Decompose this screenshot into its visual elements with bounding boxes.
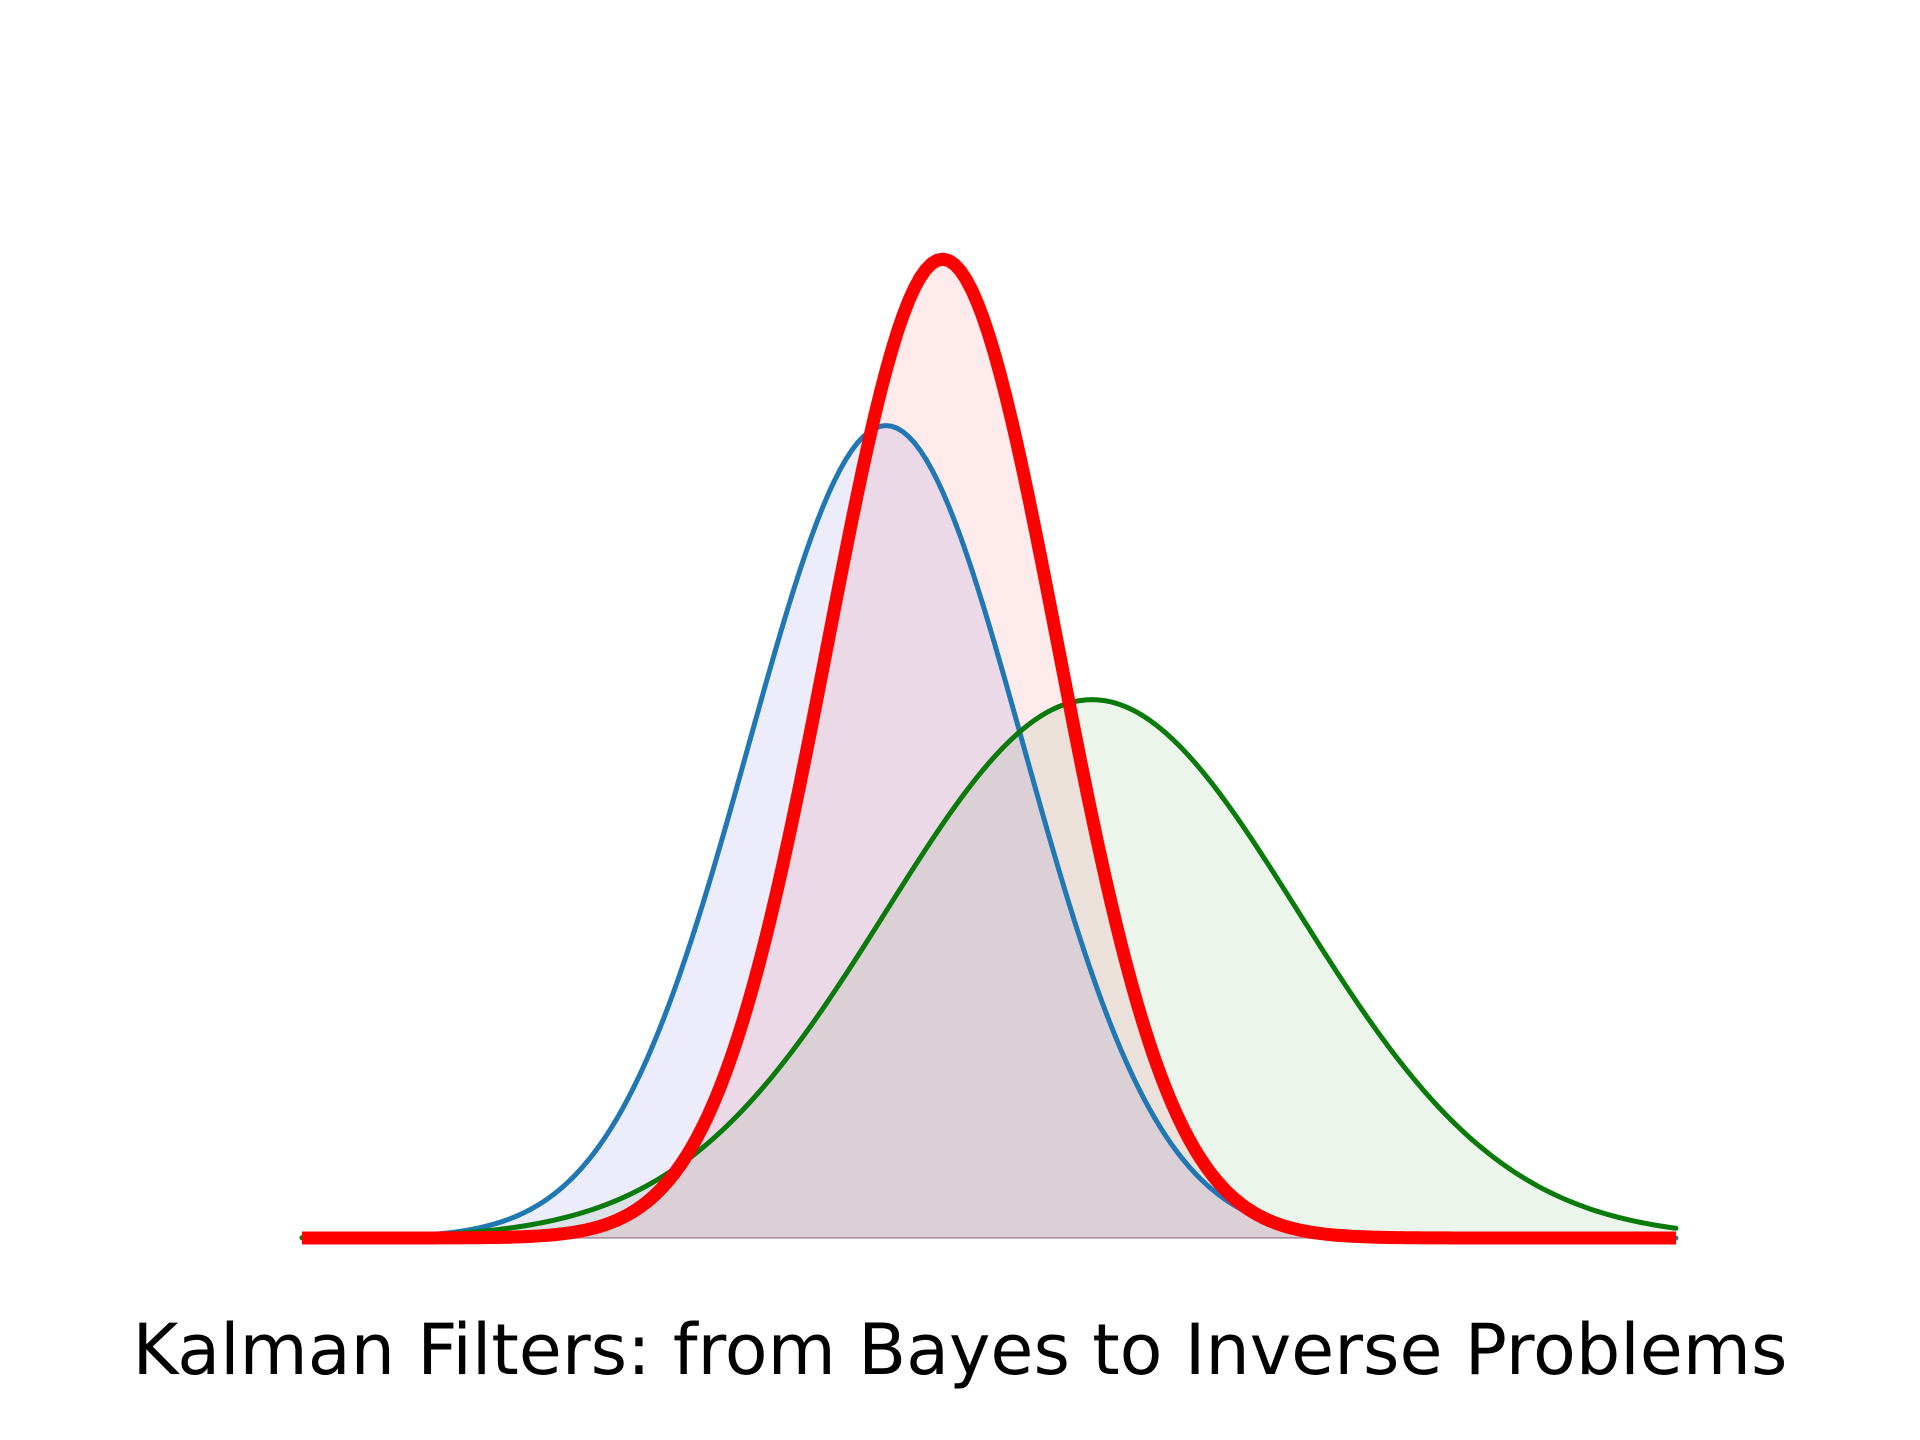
series-2-area xyxy=(302,259,1676,1238)
series-1-line xyxy=(299,697,1679,1241)
series-2-line xyxy=(301,252,1677,1245)
caption-title: Kalman Filters: from Bayes to Inverse Pr… xyxy=(132,1309,1788,1391)
